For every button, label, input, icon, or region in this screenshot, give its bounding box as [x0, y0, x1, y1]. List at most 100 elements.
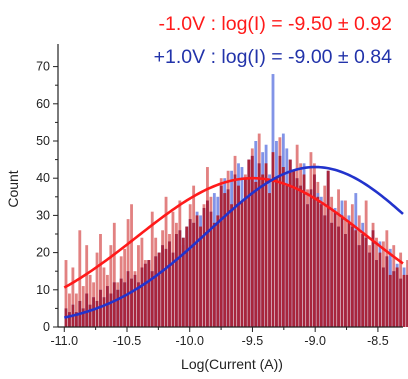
bar — [112, 282, 116, 327]
bar — [137, 282, 140, 327]
bar — [295, 178, 299, 327]
bar — [85, 245, 89, 327]
y-tick-label: 20 — [36, 246, 50, 260]
bar — [368, 252, 372, 327]
bar — [378, 252, 382, 327]
bar — [99, 289, 102, 327]
bar — [337, 226, 340, 327]
bar — [195, 215, 199, 327]
bar — [371, 230, 375, 327]
bar — [288, 159, 292, 327]
bar — [71, 267, 75, 327]
bar — [168, 241, 171, 327]
bar — [278, 155, 282, 327]
bar — [381, 267, 385, 327]
bar — [361, 234, 365, 327]
bar — [316, 196, 320, 327]
bar — [223, 193, 227, 327]
bar — [326, 170, 330, 327]
y-tick-label: 0 — [43, 320, 50, 334]
bar — [340, 215, 344, 327]
bar — [112, 222, 116, 327]
bar — [357, 245, 361, 327]
y-tick-label: 30 — [36, 208, 50, 222]
bar — [392, 271, 396, 327]
bar — [150, 211, 154, 327]
bar — [105, 286, 109, 327]
bar — [243, 178, 247, 327]
bar — [109, 293, 113, 327]
bar — [185, 226, 189, 327]
bar — [323, 215, 327, 327]
bar — [188, 219, 192, 327]
bar — [109, 245, 113, 327]
bar — [102, 297, 106, 327]
bar — [150, 271, 154, 327]
bar — [330, 222, 334, 327]
x-tick-label: -10.0 — [175, 334, 204, 348]
bar — [202, 207, 206, 327]
bar — [306, 204, 309, 327]
bar — [85, 293, 89, 327]
x-tick-label: -9.5 — [242, 334, 264, 348]
bar — [143, 263, 147, 327]
y-tick-label: 70 — [36, 60, 50, 74]
bar — [247, 159, 251, 327]
x-tick-label: -8.5 — [367, 334, 389, 348]
x-tick-label: -9.0 — [304, 334, 326, 348]
bar — [364, 237, 368, 327]
bar — [74, 293, 78, 327]
bar — [212, 222, 216, 327]
bar — [88, 304, 92, 327]
bar — [206, 200, 209, 327]
bar — [92, 297, 96, 327]
bar — [209, 211, 213, 327]
bar — [68, 293, 71, 327]
bar — [388, 274, 392, 327]
bar — [74, 312, 78, 327]
bar — [161, 245, 165, 327]
bar — [81, 308, 85, 327]
bar — [354, 230, 358, 327]
bar — [250, 155, 254, 327]
bar — [116, 289, 120, 327]
fit-line-10V — [63, 165, 404, 319]
bar — [333, 211, 337, 327]
bar — [130, 204, 133, 327]
series-overlap-bars — [64, 152, 408, 327]
bar — [257, 163, 261, 327]
histogram-bars — [64, 74, 408, 327]
bar — [81, 286, 85, 327]
bar — [261, 174, 265, 327]
bar — [233, 174, 237, 327]
bar — [219, 185, 223, 327]
bar — [164, 248, 168, 327]
bar — [226, 189, 230, 327]
bar — [268, 193, 271, 327]
bar — [99, 234, 102, 327]
bar — [181, 237, 185, 327]
bar — [237, 185, 240, 327]
bar — [281, 167, 285, 327]
x-tick-label: -11.0 — [50, 334, 78, 348]
bar — [64, 260, 68, 327]
bar — [171, 252, 175, 327]
bar — [375, 260, 378, 327]
bar — [312, 174, 316, 327]
bar — [126, 271, 130, 327]
bar — [385, 256, 389, 327]
bar — [216, 215, 220, 327]
bar — [350, 226, 354, 327]
bar — [178, 230, 182, 327]
bar — [119, 278, 123, 327]
bar — [147, 260, 151, 327]
bar — [130, 278, 133, 327]
bar — [264, 163, 268, 327]
x-tick-label: -10.5 — [113, 334, 142, 348]
bar — [192, 222, 196, 327]
bar — [399, 278, 403, 327]
annotation-positive: +1.0V : log(I) = -9.00 ± 0.84 — [154, 46, 392, 68]
x-axis-label: Log(Current (A)) — [181, 356, 283, 372]
y-tick-label: 50 — [36, 134, 50, 148]
